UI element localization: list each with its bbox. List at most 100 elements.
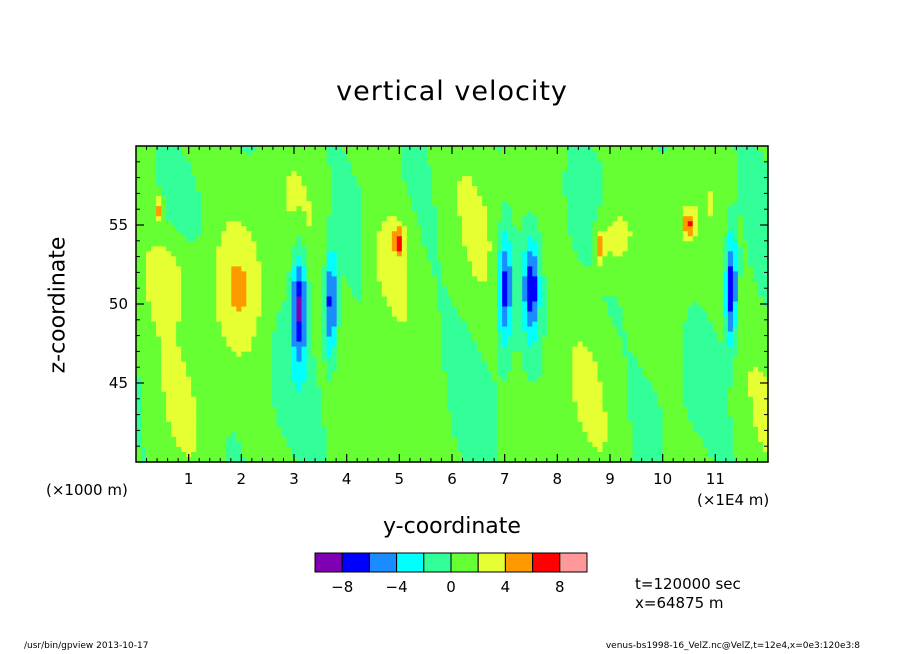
heatmap-cell bbox=[341, 161, 348, 167]
heatmap-cell bbox=[376, 256, 383, 262]
heatmap-cell bbox=[602, 166, 609, 172]
heatmap-cell bbox=[291, 211, 298, 217]
heatmap-cell bbox=[426, 261, 433, 267]
heatmap-cell bbox=[587, 156, 594, 162]
heatmap-cell bbox=[492, 321, 498, 328]
heatmap-cell bbox=[231, 196, 237, 202]
heatmap-cell bbox=[266, 216, 273, 222]
heatmap-cell bbox=[667, 316, 674, 323]
heatmap-cell bbox=[241, 291, 247, 298]
heatmap-cell bbox=[351, 206, 358, 212]
heatmap-cell bbox=[156, 196, 162, 202]
heatmap-cell bbox=[682, 176, 689, 182]
heatmap-cell bbox=[386, 241, 393, 247]
heatmap-cell bbox=[316, 241, 323, 247]
heatmap-cell bbox=[547, 186, 553, 192]
heatmap-cell bbox=[477, 286, 483, 293]
heatmap-cell bbox=[281, 226, 288, 232]
heatmap-cell bbox=[752, 321, 759, 328]
heatmap-cell bbox=[727, 301, 734, 308]
heatmap-cell bbox=[707, 211, 714, 217]
heatmap-cell bbox=[136, 181, 142, 187]
heatmap-cell bbox=[176, 161, 182, 167]
heatmap-cell bbox=[441, 341, 448, 348]
heatmap-cell bbox=[587, 311, 594, 318]
heatmap-cell bbox=[176, 286, 182, 293]
heatmap-cell bbox=[622, 261, 629, 267]
heatmap-cell bbox=[141, 156, 147, 162]
heatmap-cell bbox=[527, 296, 533, 303]
heatmap-cell bbox=[457, 221, 463, 227]
heatmap-cell bbox=[286, 156, 293, 162]
heatmap-cell bbox=[657, 181, 664, 187]
heatmap-cell bbox=[306, 206, 313, 212]
heatmap-cell bbox=[692, 201, 699, 207]
heatmap-cell bbox=[216, 221, 222, 227]
heatmap-cell bbox=[472, 336, 478, 343]
heatmap-cell bbox=[712, 326, 719, 333]
heatmap-cell bbox=[487, 171, 493, 177]
heatmap-cell bbox=[156, 226, 162, 232]
heatmap-cell bbox=[411, 341, 418, 348]
heatmap-cell bbox=[542, 276, 548, 283]
heatmap-cell bbox=[552, 251, 558, 257]
heatmap-cell bbox=[361, 341, 368, 348]
heatmap-cell bbox=[522, 301, 528, 308]
heatmap-cell bbox=[366, 336, 373, 343]
heatmap-cell bbox=[662, 326, 669, 333]
heatmap-cell bbox=[492, 236, 498, 242]
heatmap-cell bbox=[321, 211, 328, 217]
heatmap-cell bbox=[351, 256, 358, 262]
heatmap-cell bbox=[196, 271, 202, 278]
heatmap-cell bbox=[467, 221, 473, 227]
heatmap-cell bbox=[477, 166, 483, 172]
heatmap-cell bbox=[211, 236, 217, 242]
heatmap-cell bbox=[762, 216, 769, 222]
heatmap-cell bbox=[166, 171, 172, 177]
heatmap-cell bbox=[732, 256, 739, 262]
heatmap-cell bbox=[246, 161, 252, 167]
heatmap-cell bbox=[216, 166, 222, 172]
heatmap-cell bbox=[662, 256, 669, 262]
heatmap-cell bbox=[457, 316, 463, 323]
heatmap-cell bbox=[436, 271, 443, 278]
heatmap-cell bbox=[281, 236, 288, 242]
heatmap-cell bbox=[527, 151, 533, 157]
heatmap-cell bbox=[381, 311, 388, 318]
heatmap-cell bbox=[301, 241, 308, 247]
heatmap-cell bbox=[221, 156, 227, 162]
heatmap-cell bbox=[692, 226, 699, 232]
heatmap-cell bbox=[201, 341, 207, 348]
heatmap-cell bbox=[452, 276, 458, 283]
heatmap-cell bbox=[452, 251, 458, 257]
heatmap-cell bbox=[577, 211, 584, 217]
heatmap-cell bbox=[361, 321, 368, 328]
heatmap-cell bbox=[682, 306, 689, 313]
heatmap-cell bbox=[752, 241, 759, 247]
heatmap-cell bbox=[552, 281, 558, 288]
heatmap-cell bbox=[652, 221, 659, 227]
heatmap-cell bbox=[742, 311, 749, 318]
heatmap-cell bbox=[331, 256, 338, 262]
heatmap-cell bbox=[281, 191, 288, 197]
heatmap-cell bbox=[236, 211, 242, 217]
heatmap-cell bbox=[612, 171, 619, 177]
heatmap-cell bbox=[692, 316, 699, 323]
heatmap-cell bbox=[592, 291, 599, 298]
heatmap-cell bbox=[351, 336, 358, 343]
heatmap-cell bbox=[512, 321, 518, 328]
heatmap-cell bbox=[211, 286, 217, 293]
heatmap-cell bbox=[241, 211, 247, 217]
heatmap-cell bbox=[487, 226, 493, 232]
heatmap-cell bbox=[431, 226, 438, 232]
heatmap-cell bbox=[341, 256, 348, 262]
heatmap-cell bbox=[141, 266, 147, 272]
heatmap-cell bbox=[261, 181, 268, 187]
heatmap-cell bbox=[311, 171, 318, 177]
heatmap-cell bbox=[176, 221, 182, 227]
heatmap-cell bbox=[346, 206, 353, 212]
heatmap-cell bbox=[201, 161, 207, 167]
heatmap-cell bbox=[371, 151, 378, 157]
heatmap-cell bbox=[426, 251, 433, 257]
heatmap-cell bbox=[567, 276, 573, 283]
